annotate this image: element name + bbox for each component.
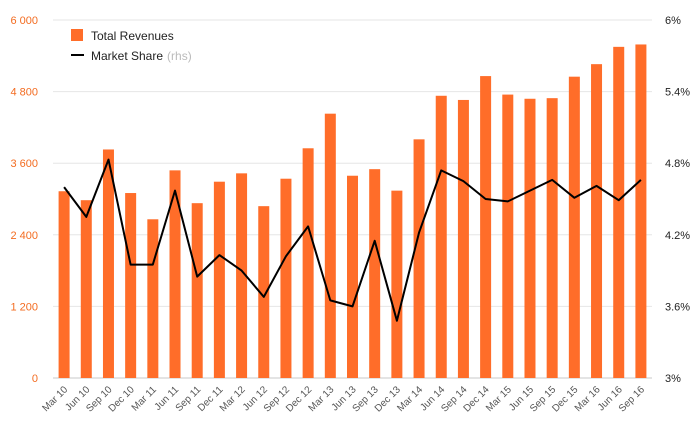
right-axis-ticks: 3% 3.6% 4.2% 4.8% 5.4% 6% [665,15,690,385]
bar [613,46,625,378]
bar [635,44,647,379]
x-tick-label: Mar 16 [573,384,603,414]
bar [236,173,248,378]
legend-swatch-total-revenues [71,29,83,41]
x-tick-label: Mar 11 [130,384,160,414]
right-tick-label: 3.6% [665,301,690,313]
right-tick-label: 3% [665,373,681,385]
bar [391,190,403,378]
bar [568,76,580,378]
legend: Total Revenues Market Share (rhs) [71,29,192,63]
bar [347,175,358,378]
bar [480,76,492,378]
x-tick-label: Mar 14 [395,384,425,414]
bar [324,113,336,378]
bar [125,193,137,378]
left-tick-label: 2 400 [10,230,38,242]
left-tick-label: 4 800 [10,87,38,99]
left-tick-label: 3 600 [10,158,38,170]
left-tick-label: 0 [32,373,38,385]
bar [591,64,603,379]
bar [258,206,270,378]
x-tick-label: Mar 12 [218,384,248,414]
bar [435,95,447,378]
legend-label-market-share: Market Share (rhs) [91,49,192,63]
right-tick-label: 4.2% [665,230,690,242]
bar [302,148,314,378]
bar [413,139,425,378]
right-tick-label: 6% [665,15,681,27]
legend-label-total-revenues: Total Revenues [91,29,174,43]
bar [457,99,469,378]
x-tick-label: Mar 13 [307,384,337,414]
market-share-series [63,158,642,322]
legend-market-share-note: (rhs) [167,49,192,63]
market-share-line [63,158,642,322]
x-tick-label: Sep 16 [617,384,647,414]
bar [369,169,381,378]
revenue-bars [58,44,647,379]
left-tick-label: 1 200 [10,301,38,313]
bar [102,149,114,378]
left-axis-ticks: 0 1 200 2 400 3 600 4 800 6 000 [10,15,38,385]
right-tick-label: 4.8% [665,158,690,170]
bar [58,191,70,378]
bar [502,94,514,378]
bar [280,178,292,378]
bar [213,181,225,378]
x-tick-label: Mar 10 [40,384,70,414]
bar [147,219,159,378]
bar [80,200,92,378]
bar [191,203,203,378]
right-tick-label: 5.4% [665,87,690,99]
left-tick-label: 6 000 [10,15,38,27]
bar [169,170,181,378]
bar [524,98,536,378]
x-tick-label: Mar 15 [484,384,514,414]
legend-market-share-name: Market Share [91,49,163,63]
bar [546,98,558,378]
